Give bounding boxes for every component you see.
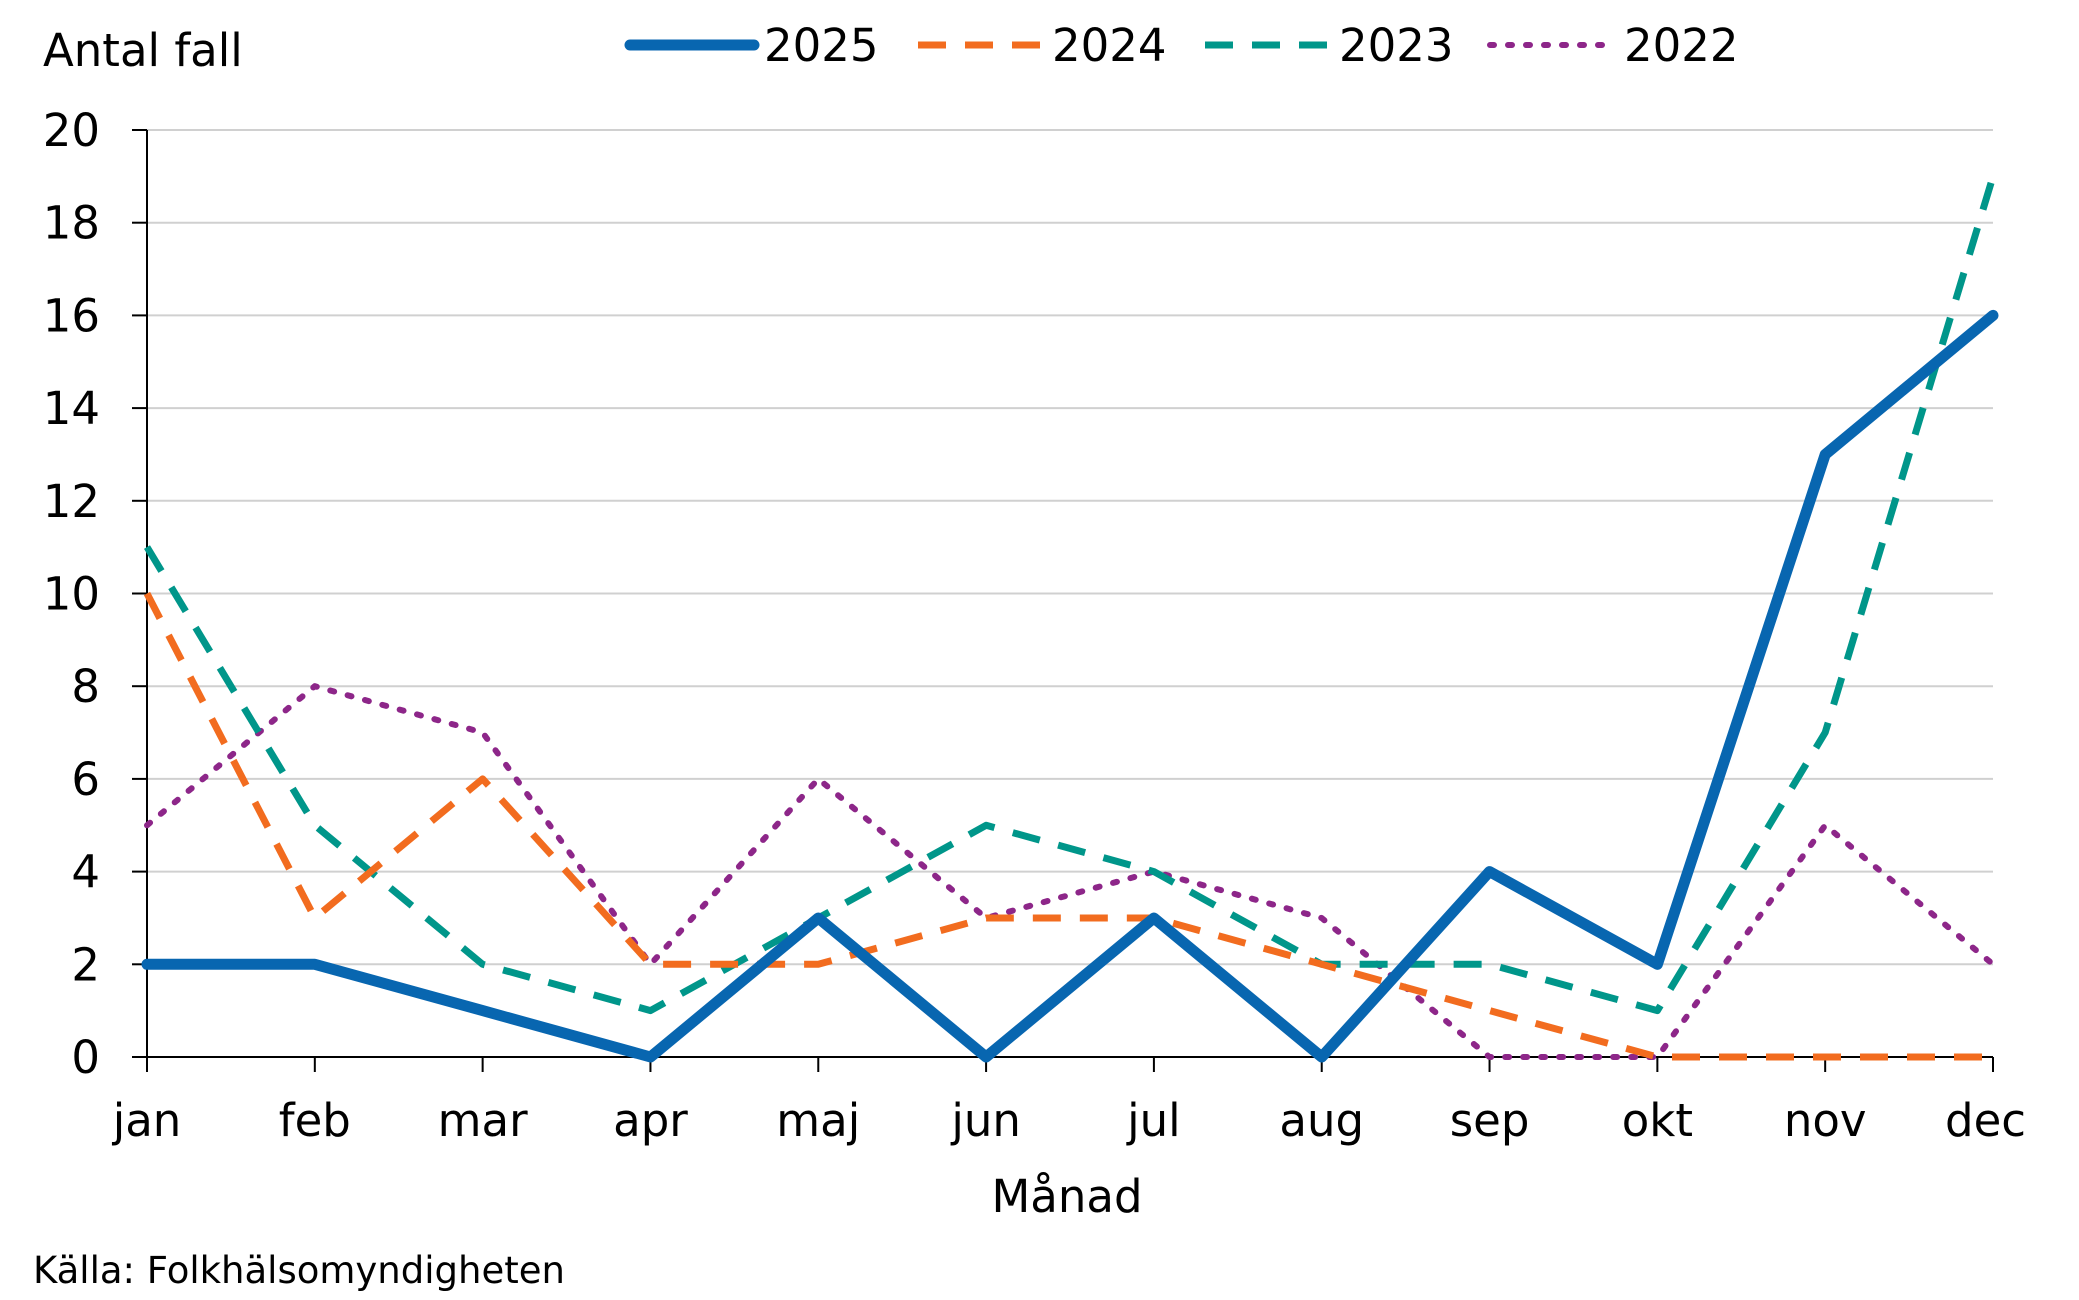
legend-label-2025: 2025	[764, 19, 879, 72]
x-tick-label: apr	[613, 1094, 688, 1147]
x-tick-labels: jan feb mar apr maj jun jul aug sep okt nov dec	[112, 1094, 2026, 1147]
legend-label-2024: 2024	[1052, 19, 1167, 72]
x-tick-label: mar	[438, 1094, 528, 1147]
x-tick-label: jul	[1126, 1094, 1181, 1147]
series-line-2025	[141, 309, 1999, 1063]
series-line-2024	[143, 591, 1993, 1061]
y-tick-label: 14	[43, 382, 100, 435]
y-tick-label: 2	[71, 938, 100, 991]
y-tick-label: 4	[71, 846, 100, 899]
x-tick-label: nov	[1784, 1094, 1867, 1147]
y-tick-label: 10	[43, 568, 100, 621]
y-tick-label: 20	[43, 104, 100, 157]
source-note: Källa: Folkhälsomyndigheten	[33, 1249, 565, 1292]
y-tick-label: 8	[71, 660, 100, 713]
series-line-2023	[144, 175, 1997, 1015]
x-tick-label: okt	[1622, 1094, 1693, 1147]
y-tick-label: 12	[43, 475, 100, 528]
series-line-2022	[144, 683, 1996, 1060]
y-axis-label: Antal fall	[43, 24, 243, 77]
x-tick-label: sep	[1450, 1094, 1530, 1147]
axes	[132, 129, 1994, 1072]
x-axis-label: Månad	[991, 1170, 1142, 1223]
x-tick-label: maj	[776, 1094, 860, 1147]
series-lines	[141, 175, 1999, 1063]
x-tick-label: aug	[1279, 1094, 1364, 1147]
legend-label-2022: 2022	[1624, 19, 1739, 72]
x-tick-label: dec	[1945, 1094, 2026, 1147]
y-tick-label: 6	[71, 753, 100, 806]
x-tick-label: jan	[112, 1094, 182, 1147]
gridlines	[147, 129, 1993, 966]
y-tick-label: 16	[43, 289, 100, 342]
y-tick-labels: 0 2 4 6 8 10 12 14 16 18 20	[43, 104, 100, 1084]
y-tick-label: 0	[71, 1031, 100, 1084]
y-tick-label: 18	[43, 197, 100, 250]
x-tick-label: jun	[950, 1094, 1021, 1147]
legend: 2025 2024 2023 2022	[624, 19, 1739, 72]
x-tick-label: feb	[279, 1094, 351, 1147]
legend-label-2023: 2023	[1339, 19, 1454, 72]
